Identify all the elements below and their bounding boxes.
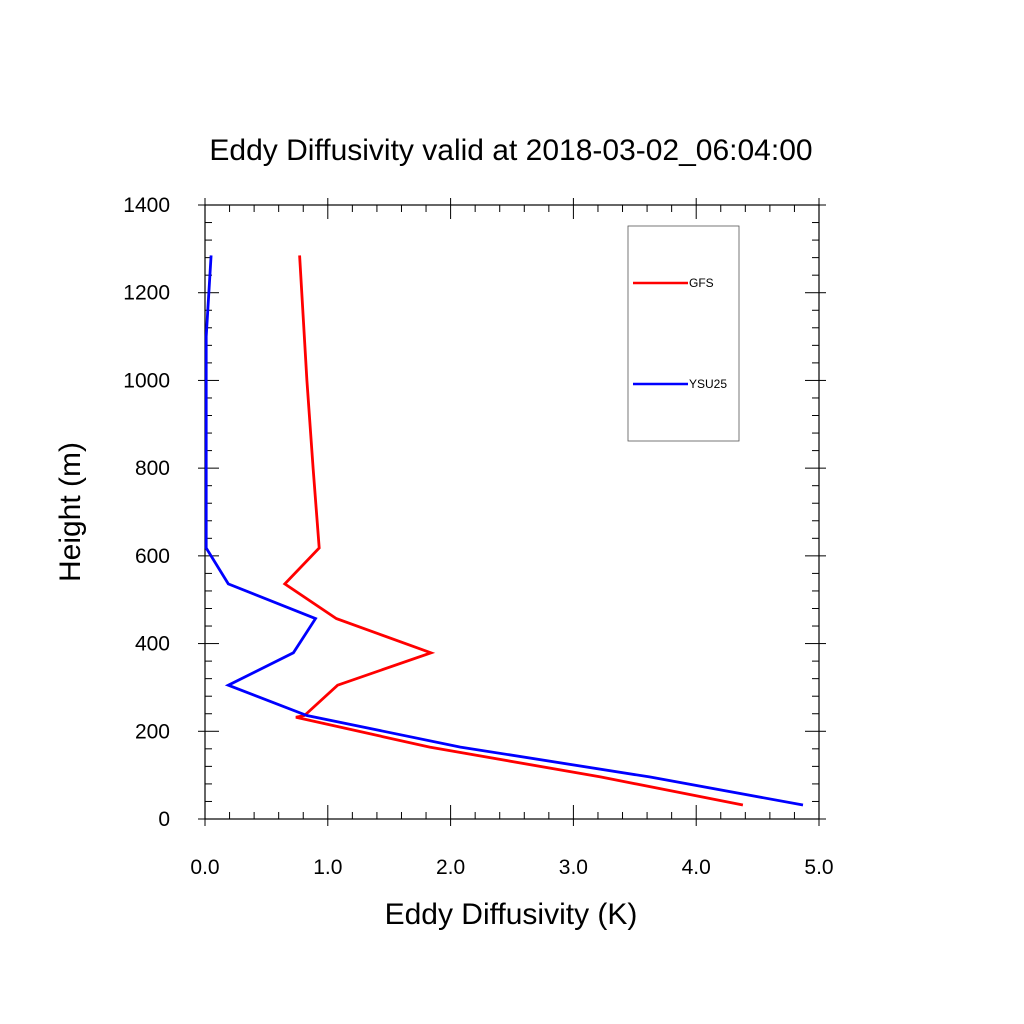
legend-box xyxy=(627,225,740,442)
legend: GFS YSU25 xyxy=(627,225,740,442)
x-tick-label: 2.0 xyxy=(436,856,465,879)
axis-ticks xyxy=(198,198,826,826)
legend-label-gfs: GFS xyxy=(689,276,714,290)
y-tick-label: 0 xyxy=(158,808,170,831)
chart-title: Eddy Diffusivity valid at 2018-03-02_06:… xyxy=(209,134,812,167)
y-axis-label: Height (m) xyxy=(54,442,87,582)
tick-labels: 0.0 1.0 2.0 3.0 4.0 5.0 0 200 400 600 800 1000 1200 1… xyxy=(123,194,833,879)
series-lines xyxy=(204,255,804,807)
y-tick-label: 1200 xyxy=(123,282,170,305)
plot-frame xyxy=(204,204,820,820)
y-tick-label: 800 xyxy=(135,457,170,480)
x-tick-label: 4.0 xyxy=(682,856,711,879)
y-tick-label: 1400 xyxy=(123,194,170,217)
x-tick-label: 5.0 xyxy=(804,856,833,879)
y-tick-label: 200 xyxy=(135,720,170,743)
x-axis-label: Eddy Diffusivity (K) xyxy=(385,898,638,931)
legend-label-ysu25: YSU25 xyxy=(689,377,727,391)
y-tick-label: 600 xyxy=(135,545,170,568)
series-line-gfs xyxy=(282,255,744,807)
x-tick-label: 3.0 xyxy=(559,856,588,879)
x-tick-label: 0.0 xyxy=(190,856,219,879)
y-tick-label: 400 xyxy=(135,633,170,656)
x-tick-label: 1.0 xyxy=(313,856,342,879)
y-tick-label: 1000 xyxy=(123,369,170,392)
series-line-ysu25 xyxy=(204,255,804,807)
